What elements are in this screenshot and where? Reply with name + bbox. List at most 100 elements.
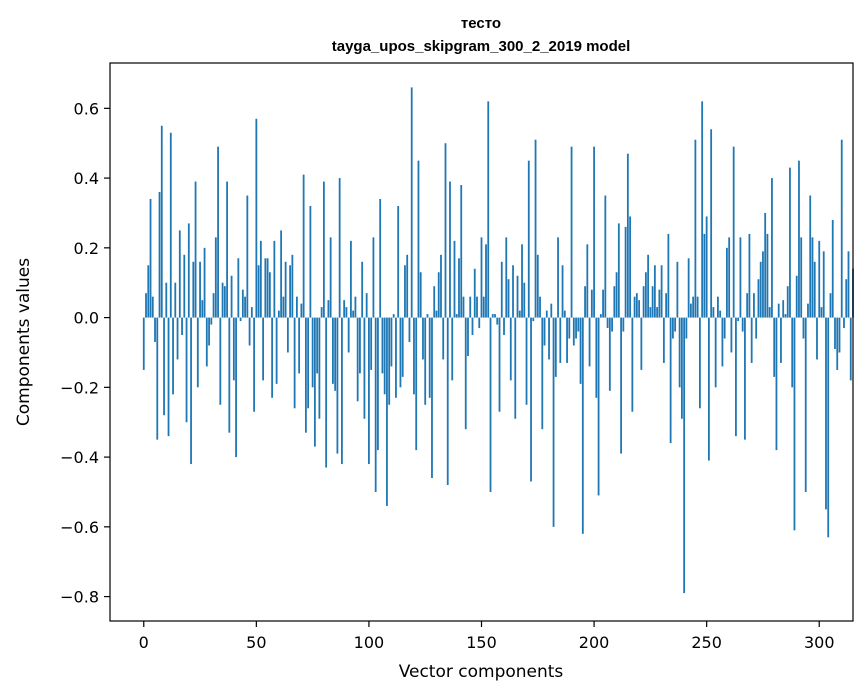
bar [341,317,343,465]
bar [300,303,303,318]
bar [647,254,650,318]
chart-title-line1: тесто [461,15,501,32]
y-tick-label: 0.4 [74,169,99,188]
bar [149,199,152,318]
bar [370,317,373,370]
bar [318,317,321,419]
bar [550,303,553,318]
bar [809,195,812,318]
bar [361,261,364,318]
bar [417,160,420,318]
bar [316,317,319,374]
bar [588,317,591,367]
bar [424,317,427,405]
bar [325,317,328,468]
bar [469,296,472,318]
bar [622,317,625,332]
bar [442,317,445,360]
bar [163,317,165,416]
bar [372,237,375,318]
bar [230,275,233,318]
bar [721,317,724,367]
bar [784,314,787,318]
bar [368,317,370,465]
bar [771,178,773,318]
bar [773,317,776,377]
x-tick-label: 250 [691,633,722,652]
bar [332,317,334,384]
bar [496,317,499,325]
bar [386,317,388,506]
bar [181,317,183,336]
bar [759,261,762,318]
bar [160,125,163,318]
bar [359,317,361,374]
bar [651,286,654,318]
bar [178,230,181,318]
bar [728,237,731,318]
bar [426,314,429,318]
bar [214,237,217,318]
bar [804,317,807,492]
bar [570,146,573,318]
bar [244,296,246,318]
bar [250,307,253,318]
bar [259,240,262,318]
bar [712,307,715,318]
x-axis-ticks: 0 50 100 150 200 250 300 [139,621,835,652]
bar [451,317,454,381]
x-tick-label: 0 [139,633,149,652]
bar [604,195,607,318]
bar [608,317,611,391]
bar [768,307,771,318]
bar [775,317,778,451]
bar [597,317,600,496]
y-tick-label: −0.2 [60,378,99,397]
bar [212,293,215,318]
bar [840,139,843,318]
bar [401,317,404,377]
x-tick-label: 50 [246,633,266,652]
bar [174,282,177,318]
bar [289,265,292,318]
bar [410,87,413,318]
bar [446,317,449,485]
bar [320,307,323,318]
bar [807,303,809,318]
bars-group [142,87,854,594]
bar [676,261,679,318]
bar [235,317,237,458]
bar [789,167,791,318]
bar [762,251,764,318]
bar [530,317,532,482]
bar [383,317,386,395]
bar [822,251,825,318]
bar [151,296,154,318]
bar [543,317,546,346]
bar [467,317,469,356]
bar [241,289,244,318]
bar [399,317,402,388]
bar [309,205,312,318]
bar [388,317,391,405]
bar [744,317,746,440]
bar [525,317,528,405]
bar [491,314,494,318]
bar [766,233,769,318]
bar [268,272,271,318]
bar [307,317,310,409]
bar [473,268,476,318]
bar [322,181,325,318]
bar [764,212,767,318]
bar [413,317,415,395]
bar [503,317,505,336]
bar [295,296,298,318]
bar [577,317,580,332]
bar [798,160,800,318]
bar [748,233,751,318]
bar [845,279,848,318]
bar [595,317,598,398]
bar [660,265,663,318]
bar [667,233,670,318]
bar [286,317,289,353]
